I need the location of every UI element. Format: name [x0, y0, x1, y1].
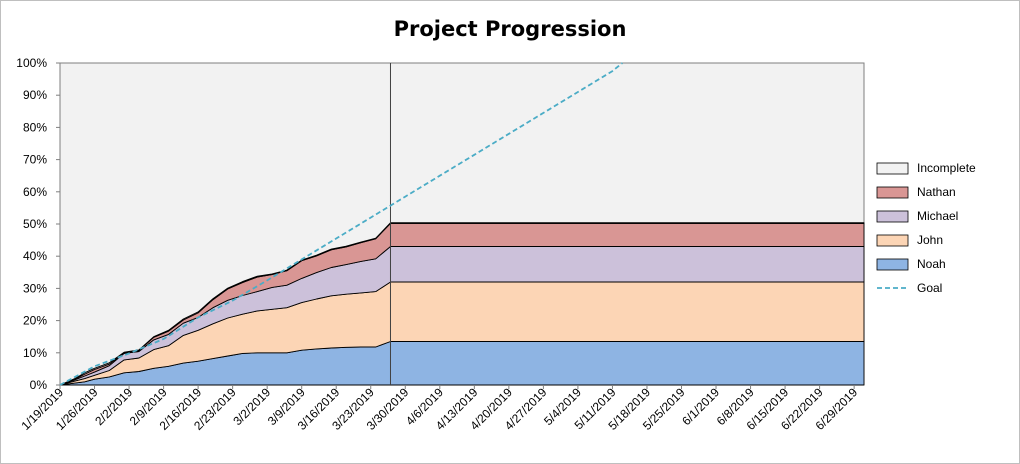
legend-swatch-nathan: [876, 186, 909, 199]
y-tick-label: 20%: [23, 314, 47, 328]
legend-label-michael: Michael: [917, 209, 958, 223]
y-tick-label: 60%: [23, 185, 47, 199]
area-incomplete: [59, 222, 865, 386]
legend-swatch-michael: [876, 210, 909, 223]
y-tick-label: 30%: [23, 281, 47, 295]
chart-title: Project Progression: [393, 17, 627, 41]
y-tick-label: 0%: [30, 378, 48, 392]
y-tick-label: 10%: [23, 346, 47, 360]
legend-swatch-incomplete: [876, 162, 909, 175]
legend-label-incomplete: Incomplete: [917, 161, 976, 175]
legend-label-nathan: Nathan: [917, 185, 956, 199]
legend-label-goal: Goal: [917, 281, 942, 295]
y-tick-label: 80%: [23, 120, 47, 134]
legend-label-noah: Noah: [917, 257, 946, 271]
legend-swatch-john: [876, 234, 909, 247]
y-tick-label: 100%: [16, 56, 47, 70]
legend-label-john: John: [917, 233, 943, 247]
legend-swatch-noah: [876, 258, 909, 271]
y-tick-label: 50%: [23, 217, 47, 231]
y-tick-label: 40%: [23, 249, 47, 263]
goal-line: [59, 62, 623, 386]
y-tick-label: 90%: [23, 88, 47, 102]
y-tick-label: 70%: [23, 153, 47, 167]
